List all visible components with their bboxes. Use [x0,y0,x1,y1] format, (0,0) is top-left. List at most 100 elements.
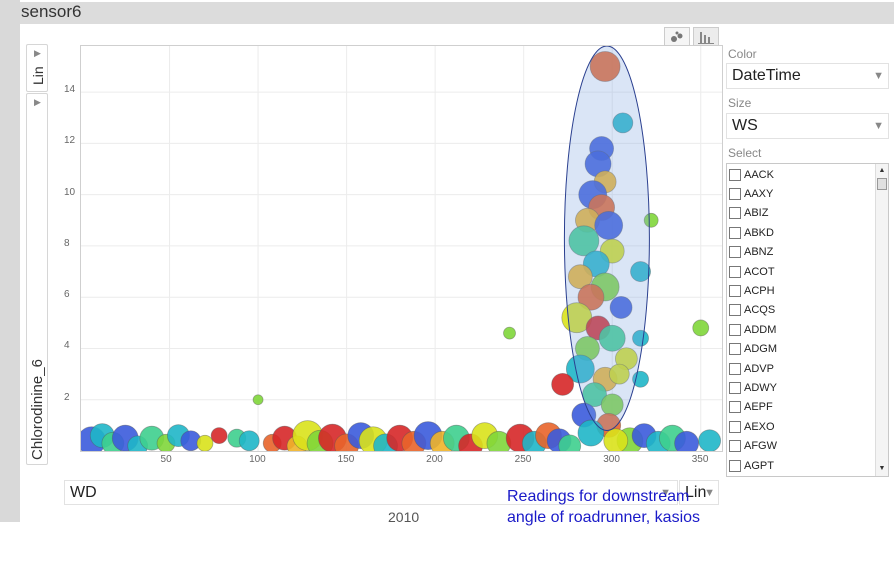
left-strip [0,0,20,522]
select-item[interactable]: AGPT [729,456,774,475]
data-point [612,112,634,134]
chevron-down-icon: ▼ [660,487,671,499]
select-item[interactable]: AEXO [729,417,775,436]
checkbox[interactable] [729,168,741,181]
x-scale-select[interactable]: Lin ▼ [679,480,719,505]
x-tick-label: 350 [691,454,709,465]
checkbox[interactable] [729,401,741,414]
chevron-right-icon: ▶ [34,48,41,58]
select-item[interactable]: ADWY [729,378,777,397]
data-point [589,51,621,82]
select-item[interactable]: AFGW [729,437,777,456]
x-field-value: WD [70,484,97,501]
scroll-up-icon[interactable]: ▲ [878,167,886,174]
scroll-down-icon[interactable]: ▼ [878,465,886,472]
data-point [577,283,605,311]
data-point [594,211,624,240]
select-item-label: ACPH [744,284,775,297]
size-label: Size [728,96,752,110]
select-item-label: AEXO [744,420,775,433]
scroll-thumb[interactable] [877,178,887,190]
y-field-label: Chlorodinine_6 [29,359,46,460]
select-item[interactable]: ADDM [729,320,776,339]
checkbox[interactable] [729,440,741,453]
select-item-label: AGPT [744,459,774,472]
select-item[interactable]: ACQS [729,301,775,320]
color-select[interactable]: DateTime ▼ [726,63,889,89]
sensor-select-list[interactable]: AACK AAXY ABIZ ABKD ABNZ ACOT ACPH ACQS ADDM ADGM… [726,163,889,477]
data-point [568,225,600,257]
select-item[interactable]: ABNZ [729,243,773,262]
list-scrollbar[interactable]: ▲ ▼ [875,164,888,476]
size-select-value: WS [732,117,758,134]
data-point [196,434,214,451]
chevron-down-icon: ▼ [704,487,715,499]
checkbox[interactable] [729,226,741,239]
scatter-view-button[interactable] [664,27,690,46]
select-item[interactable]: AEPF [729,398,773,417]
title-bar [0,2,894,24]
scatter-icon [671,31,683,42]
bar-chart-icon [698,32,714,44]
select-item[interactable]: AACK [729,165,774,184]
checkbox[interactable] [729,265,741,278]
select-item-label: AFGW [744,440,777,453]
select-item-label: ACOT [744,265,775,278]
y-tick-label: 8 [64,237,70,249]
select-label: Select [728,146,762,160]
color-label: Color [728,47,757,61]
data-point [567,264,593,290]
color-select-value: DateTime [732,67,801,84]
y-tick-label: 12 [64,135,76,147]
y-scale-label: Lin [30,66,46,85]
checkbox[interactable] [729,362,741,375]
x-tick-label: 50 [160,454,172,465]
select-item-label: AAXY [744,187,774,200]
data-point [558,434,582,451]
data-point [565,354,595,384]
select-item-label: ABIZ [744,207,769,220]
y-tick-label: 10 [64,186,76,198]
checkbox[interactable] [729,187,741,200]
data-point [609,296,633,319]
select-item[interactable]: AAXY [729,184,773,203]
checkbox[interactable] [729,323,741,336]
checkbox[interactable] [729,343,741,356]
checkbox[interactable] [729,207,741,220]
checkbox[interactable] [729,246,741,259]
size-select[interactable]: WS ▼ [726,113,889,139]
select-item[interactable]: ABKD [729,223,774,242]
bar-view-button[interactable] [693,27,719,46]
checkbox[interactable] [729,459,741,472]
data-point [238,430,260,451]
select-item[interactable]: ADVP [729,359,774,378]
annotation-text: Readings for downstream angle of roadrun… [507,488,701,526]
checkbox[interactable] [729,420,741,433]
checkbox[interactable] [729,381,741,394]
scatter-plot[interactable] [80,45,723,452]
x-tick-label: 150 [337,454,355,465]
x-tick-label: 100 [249,454,266,465]
x-field-select[interactable]: WD ▼ [64,480,678,505]
select-item-label: AEPF [744,401,773,414]
select-item-label: ADDM [744,323,777,336]
select-item-label: ACQS [744,304,776,317]
select-item[interactable]: ABIZ [729,204,768,223]
checkbox[interactable] [729,284,741,297]
data-point [252,394,264,406]
data-point [674,430,699,451]
checkbox[interactable] [729,304,741,317]
footer-year: 2010 [388,509,420,525]
data-point [608,363,630,385]
y-scale-selector[interactable]: ▶ Lin [26,44,48,92]
select-item-label: ABNZ [744,246,774,259]
y-field-selector[interactable]: ▶ Chlorodinine_6 [26,93,48,465]
select-item[interactable]: ADGM [729,340,777,359]
select-item-label: ADVP [744,362,774,375]
select-item[interactable]: ACPH [729,281,775,300]
x-tick-label: 300 [603,454,620,465]
data-point [643,212,659,228]
select-item[interactable]: ACOT [729,262,775,281]
data-point [603,428,629,451]
